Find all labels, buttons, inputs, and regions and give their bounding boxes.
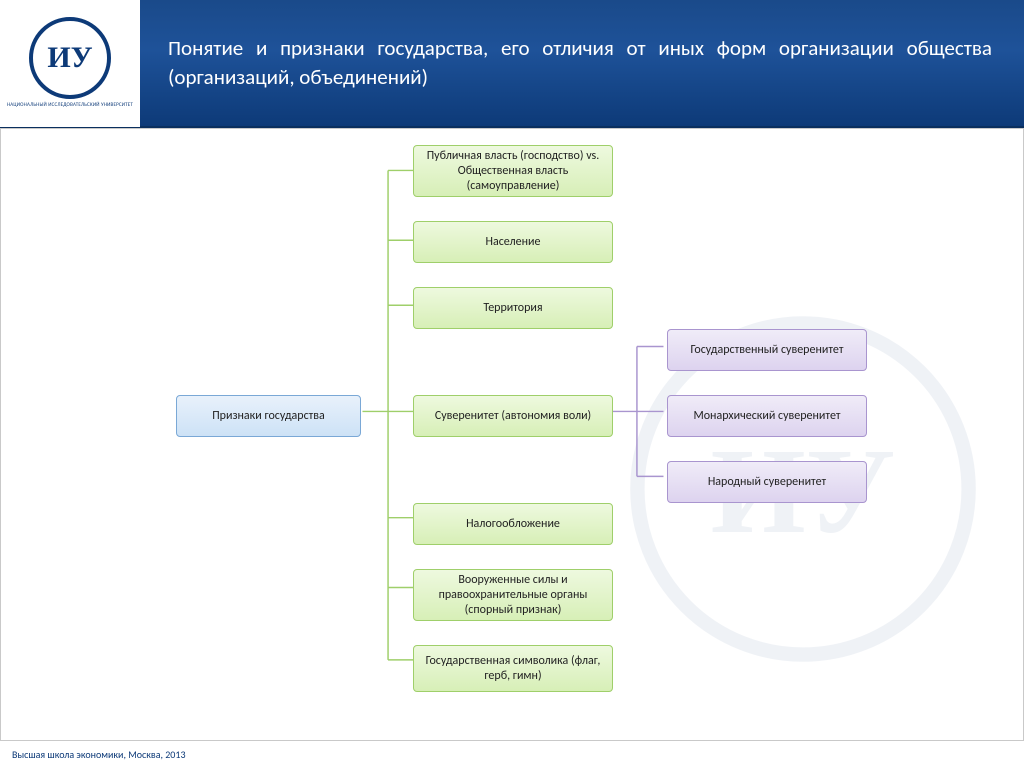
logo-text: ИУ (47, 41, 92, 75)
node-l3-0: Государственный суверенитет (667, 329, 867, 371)
node-l2-6: Государственная символика (флаг, герб, г… (413, 645, 613, 692)
node-l2-5: Вооруженные силы и правоохранительные ор… (413, 569, 613, 621)
footer-text: Высшая школа экономики, Москва, 2013 (12, 748, 186, 761)
node-l2-0: Публичная власть (господство) vs. Общест… (413, 145, 613, 197)
node-l2-3: Суверенитет (автономия воли) (413, 395, 613, 437)
node-l3-2: Народный суверенитет (667, 461, 867, 503)
node-root: Признаки государства (176, 395, 361, 437)
node-l2-4: Налогообложение (413, 503, 613, 545)
node-l3-1: Монархический суверенитет (667, 395, 867, 437)
node-l2-1: Население (413, 221, 613, 263)
node-l2-2: Территория (413, 287, 613, 329)
logo-subtitle: НАЦИОНАЛЬНЫЙ ИССЛЕДОВАТЕЛЬСКИЙ УНИВЕРСИТ… (7, 103, 133, 109)
title-area: Понятие и признаки государства, его отли… (140, 34, 1024, 93)
hierarchy-diagram: Признаки государства Публичная власть (го… (1, 137, 1023, 740)
slide-title: Понятие и признаки государства, его отли… (168, 34, 992, 93)
slide-header: ИУ НАЦИОНАЛЬНЫЙ ИССЛЕДОВАТЕЛЬСКИЙ УНИВЕР… (0, 0, 1024, 128)
slide-footer: Высшая школа экономики, Москва, 2013 (0, 741, 1024, 767)
content-area: ИУ Признаки государстваПубличная власть … (0, 128, 1024, 741)
logo-area: ИУ НАЦИОНАЛЬНЫЙ ИССЛЕДОВАТЕЛЬСКИЙ УНИВЕР… (0, 0, 140, 127)
logo-emblem: ИУ (29, 17, 111, 99)
